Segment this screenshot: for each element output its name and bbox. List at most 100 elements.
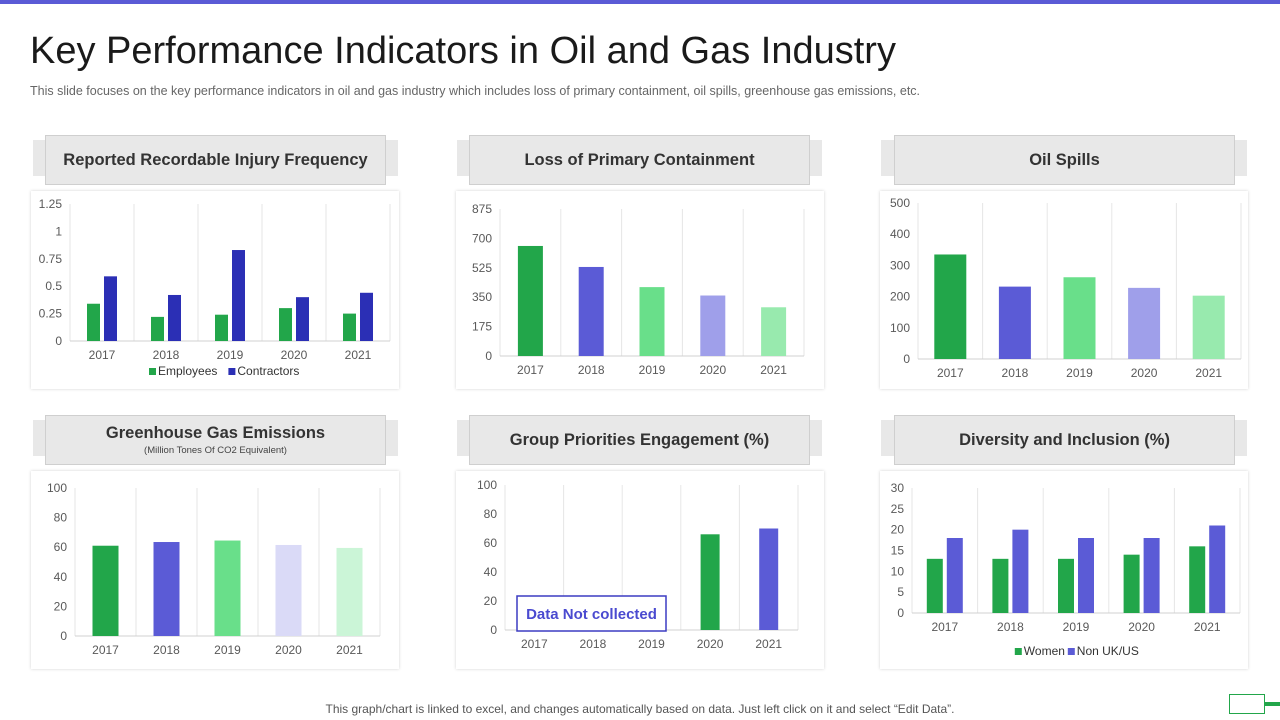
chart-5-y-tick-label: 100 <box>477 478 497 492</box>
chart-6-y-tick-label: 10 <box>891 564 905 578</box>
chart-6-legend-label: Non UK/US <box>1077 644 1139 658</box>
chart-1-bar-contractors-2018[interactable] <box>168 294 181 341</box>
chart-1-bar-employees-2018[interactable] <box>151 316 164 341</box>
chart-6-bar-women-2019[interactable] <box>1058 558 1074 613</box>
chart-6-y-tick-label: 5 <box>897 585 904 599</box>
chart-6-x-tick-label: 2017 <box>931 620 958 634</box>
chart-1-bar-contractors-2020[interactable] <box>296 297 309 341</box>
chart-3-x-tick-label: 2021 <box>1195 366 1222 380</box>
chart-4-svg: 0 20 40 60 80 100 2017 2018 2019 2020 2021 <box>47 481 381 657</box>
chart-4-bar-2017[interactable] <box>92 545 119 636</box>
chart-3-bar-2019[interactable] <box>1063 277 1096 359</box>
chart-4-x-tick-label: 2019 <box>214 643 241 657</box>
chart-2-bar-2021[interactable] <box>761 307 787 356</box>
chart-1-x-tick-label: 2021 <box>345 348 372 362</box>
chart-3-bar-2020[interactable] <box>1128 287 1161 359</box>
chart-6-bar-non-uk-us-2017[interactable] <box>946 538 963 613</box>
chart-2-bar-2020[interactable] <box>700 295 726 356</box>
chart-6-bar-women-2020[interactable] <box>1123 554 1140 613</box>
chart-6-y-tick-label: 25 <box>891 502 905 516</box>
chart-5-x-tick-label: 2020 <box>697 637 724 651</box>
corner-decoration <box>1229 694 1265 714</box>
corner-decoration-line <box>1265 702 1280 706</box>
chart-6-bar-women-2018[interactable] <box>992 558 1009 613</box>
chart-4-bar-2020[interactable] <box>275 544 302 636</box>
chart-2-y-tick-label: 875 <box>472 202 492 216</box>
chart-1-bar-contractors-2019[interactable] <box>232 250 245 341</box>
chart-2-x-tick-label: 2018 <box>578 363 605 377</box>
chart-6-bar-women-2021[interactable] <box>1189 546 1206 613</box>
chart-2-bar-2018[interactable] <box>578 266 604 356</box>
chart-6-bar-non-uk-us-2019[interactable] <box>1078 538 1094 613</box>
chart-6-bar-non-uk-us-2020[interactable] <box>1143 538 1160 613</box>
chart-6-bar-women-2017[interactable] <box>926 558 943 613</box>
chart-3-x-tick-label: 2018 <box>1002 366 1029 380</box>
chart-2-y-tick-label: 700 <box>472 231 492 245</box>
chart-2-bar-2019[interactable] <box>639 287 665 356</box>
chart-6-x-tick-label: 2018 <box>997 620 1024 634</box>
chart-2-x-tick-label: 2017 <box>517 363 544 377</box>
chart-1-bar-contractors-2017[interactable] <box>104 276 117 341</box>
chart-1-card[interactable]: 0 0.25 0.5 0.75 1 1.25 2017 2018 2019 2020 2021 Emp… <box>31 191 399 389</box>
chart-3-y-tick-label: 200 <box>890 290 910 304</box>
chart-6-bar-non-uk-us-2021[interactable] <box>1209 525 1226 614</box>
chart-2-x-tick-label: 2020 <box>699 363 726 377</box>
chart-3-x-tick-label: 2020 <box>1131 366 1158 380</box>
chart-6-y-tick-label: 20 <box>891 523 905 537</box>
chart-4-card[interactable]: 0 20 40 60 80 100 2017 2018 2019 2020 2021 <box>31 471 399 669</box>
chart-5-bar-2020[interactable] <box>700 534 720 630</box>
chart-6-svg: 0 5 10 15 20 25 30 2017 2018 2019 2020 2021 Women Non… <box>891 481 1241 658</box>
chart-1-y-tick-label: 1 <box>55 224 62 238</box>
chart-3-title-box: Oil Spills <box>894 135 1235 185</box>
chart-1-bar-employees-2017[interactable] <box>87 303 100 341</box>
chart-5-y-tick-label: 40 <box>484 565 498 579</box>
page-subtitle: This slide focuses on the key performanc… <box>30 84 921 98</box>
chart-2-svg: 0 175 350 525 700 875 2017 2018 2019 2020 2021 <box>472 202 805 377</box>
chart-6-title-box: Diversity and Inclusion (%) <box>894 415 1235 465</box>
chart-5-title-box: Group Priorities Engagement (%) <box>469 415 810 465</box>
chart-1-bar-employees-2019[interactable] <box>215 314 228 341</box>
chart-5-card[interactable]: 0 20 40 60 80 100 2017 2018 2019 2020 2021 Data Not… <box>456 471 824 669</box>
chart-2-card[interactable]: 0 175 350 525 700 875 2017 2018 2019 2020 2021 <box>456 191 824 389</box>
chart-4-bar-2019[interactable] <box>214 540 241 636</box>
chart-3-bar-2021[interactable] <box>1192 295 1225 359</box>
chart-5-x-tick-label: 2018 <box>580 637 607 651</box>
chart-5-x-tick-label: 2019 <box>638 637 665 651</box>
chart-3-svg: 0 100 200 300 400 500 2017 2018 2019 2020 2021 <box>890 196 1242 380</box>
chart-4-y-tick-label: 0 <box>60 629 67 643</box>
chart-4-y-tick-label: 80 <box>54 511 68 525</box>
chart-1-bar-contractors-2021[interactable] <box>360 292 373 341</box>
chart-3-bar-2018[interactable] <box>998 286 1031 359</box>
chart-1-y-tick-label: 0.5 <box>45 279 62 293</box>
chart-6-x-tick-label: 2019 <box>1063 620 1090 634</box>
chart-6-legend-swatch <box>1014 648 1022 655</box>
chart-2-x-tick-label: 2021 <box>760 363 787 377</box>
chart-5-y-tick-label: 0 <box>490 623 497 637</box>
chart-2-bar-2017[interactable] <box>517 245 543 356</box>
chart-1-x-tick-label: 2017 <box>89 348 116 362</box>
chart-3-bar-2017[interactable] <box>934 254 967 359</box>
chart-3-y-tick-label: 400 <box>890 227 910 241</box>
chart-1-legend-label: Contractors <box>237 364 299 378</box>
chart-1-legend-label: Employees <box>158 364 217 378</box>
chart-4-y-tick-label: 40 <box>54 570 68 584</box>
chart-1-legend-swatch <box>228 368 236 375</box>
chart-6-card[interactable]: 0 5 10 15 20 25 30 2017 2018 2019 2020 2021 Women Non… <box>880 471 1248 669</box>
chart-4-y-tick-label: 100 <box>47 481 67 495</box>
chart-1-bar-employees-2021[interactable] <box>343 313 356 341</box>
chart-4-bar-2021[interactable] <box>336 547 363 636</box>
chart-2-title-box: Loss of Primary Containment <box>469 135 810 185</box>
chart-3-card[interactable]: 0 100 200 300 400 500 2017 2018 2019 2020 2021 <box>880 191 1248 389</box>
chart-5-title: Group Priorities Engagement (%) <box>509 430 770 449</box>
chart-1-bar-employees-2020[interactable] <box>279 308 292 341</box>
top-accent-bar <box>0 0 1280 4</box>
chart-4-bar-2018[interactable] <box>153 542 180 636</box>
chart-6-bar-non-uk-us-2018[interactable] <box>1012 529 1029 613</box>
chart-3-title: Oil Spills <box>1029 150 1100 169</box>
chart-1-y-tick-label: 0.25 <box>39 307 63 321</box>
chart-2-y-tick-label: 350 <box>472 290 492 304</box>
chart-5-x-tick-label: 2017 <box>521 637 548 651</box>
page-title: Key Performance Indicators in Oil and Ga… <box>30 30 896 72</box>
chart-3-y-tick-label: 100 <box>890 321 910 335</box>
chart-5-bar-2021[interactable] <box>759 528 779 631</box>
